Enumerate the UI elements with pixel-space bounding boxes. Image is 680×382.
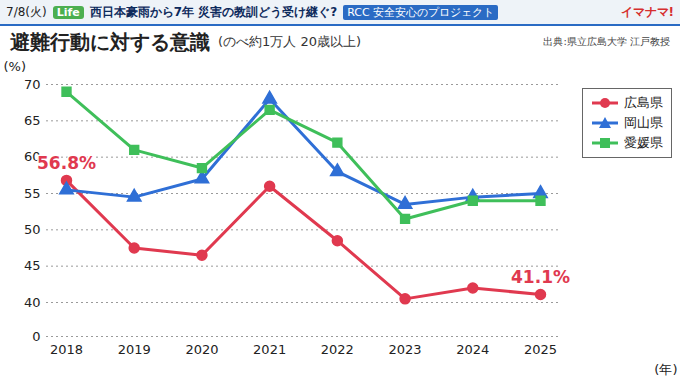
svg-text:60: 60 [24, 149, 41, 165]
svg-text:56.8%: 56.8% [37, 153, 96, 173]
svg-text:50: 50 [24, 222, 41, 237]
svg-text:2024: 2024 [456, 342, 489, 357]
svg-text:2023: 2023 [389, 342, 422, 357]
svg-text:65: 65 [24, 113, 41, 128]
html-text:出典:県立広島大学 江戸教授: 出典:県立広島大学 江戸教授 [543, 36, 670, 47]
html-text:愛媛県: 愛媛県 [624, 135, 663, 150]
svg-text:2018: 2018 [50, 342, 83, 357]
svg-text:41.1%: 41.1% [511, 267, 570, 287]
html-text:岡山県: 岡山県 [624, 115, 663, 130]
svg-text:2021: 2021 [253, 342, 286, 357]
html-text:西日本豪雨から7年 災害の教訓どう受け継ぐ?: 西日本豪雨から7年 災害の教訓どう受け継ぐ? [89, 4, 338, 19]
svg-text:40: 40 [24, 295, 41, 310]
html-text:イマナマ!: イマナマ! [620, 4, 674, 19]
svg-text:0: 0 [32, 329, 40, 344]
html-text:7/8(火): 7/8(火) [6, 4, 47, 19]
svg-text:70: 70 [24, 77, 41, 92]
svg-text:(%): (%) [4, 59, 27, 74]
svg-text:55: 55 [24, 186, 41, 201]
svg-text:2022: 2022 [321, 342, 354, 357]
svg-text:(年): (年) [654, 362, 677, 377]
svg-text:2019: 2019 [118, 342, 151, 357]
svg-text:2025: 2025 [524, 342, 557, 357]
html-text:避難行動に対する意識 (のべ約1万人 20歳以上): 避難行動に対する意識 (のべ約1万人 20歳以上) [10, 29, 362, 54]
html-text:広島県: 広島県 [624, 95, 663, 110]
svg-text:45: 45 [24, 258, 41, 273]
html-text:Life: Life [56, 5, 80, 19]
svg-text:2020: 2020 [185, 342, 218, 357]
html-text:RCC 安全安心のプロジェクト: RCC 安全安心のプロジェクト [347, 5, 495, 19]
